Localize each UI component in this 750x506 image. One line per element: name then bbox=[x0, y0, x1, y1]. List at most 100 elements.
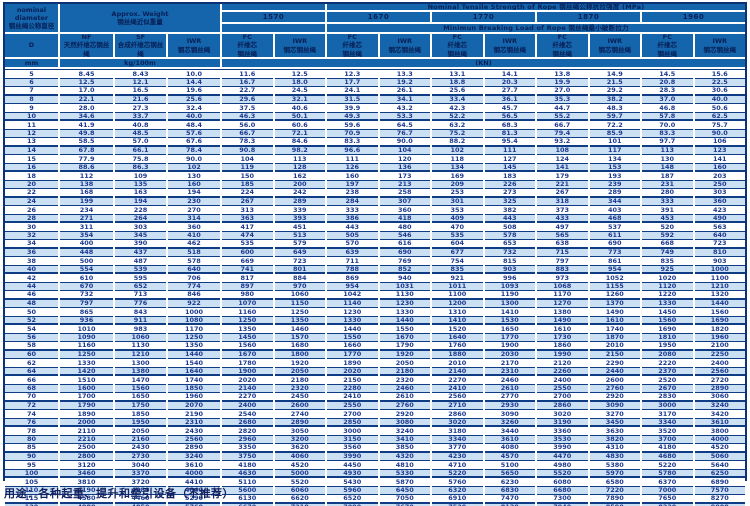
value-cell: 815 bbox=[484, 257, 535, 266]
value-cell: 8.45 bbox=[60, 70, 113, 79]
value-cell: 48.4 bbox=[168, 121, 220, 130]
strength-1770: 1770 bbox=[432, 12, 535, 22]
value-cell: 168 bbox=[60, 189, 113, 198]
value-cell: 58.5 bbox=[60, 138, 113, 147]
value-cell: 20.8 bbox=[642, 78, 693, 87]
value-cell: 93.2 bbox=[537, 138, 588, 147]
value-cell: 797 bbox=[537, 257, 588, 266]
value-cell: 148 bbox=[642, 163, 693, 172]
value-cell: 1760 bbox=[432, 342, 483, 351]
value-cell: 563 bbox=[694, 223, 745, 232]
value-cell: 1780 bbox=[222, 359, 273, 368]
strength-1670: 1670 bbox=[327, 12, 430, 22]
value-cell: 1410 bbox=[432, 316, 483, 325]
value-cell: 3000 bbox=[327, 427, 378, 436]
core-subheader: IWR 钢芯钢丝绳 bbox=[379, 34, 430, 57]
value-cell: 37.5 bbox=[222, 104, 273, 113]
value-cell: 754 bbox=[432, 257, 483, 266]
value-cell: 104 bbox=[379, 146, 430, 155]
value-cell: 141 bbox=[694, 155, 745, 164]
value-cell: 3050 bbox=[274, 427, 325, 436]
value-cell: 565 bbox=[537, 231, 588, 240]
value-cell: 2450 bbox=[274, 393, 325, 402]
value-cell: 5110 bbox=[222, 478, 273, 487]
value-cell: 1270 bbox=[537, 299, 588, 308]
value-cell: 1520 bbox=[432, 325, 483, 334]
value-cell: 2600 bbox=[589, 376, 640, 385]
value-cell: 5870 bbox=[379, 478, 430, 487]
value-cell: 869 bbox=[327, 274, 378, 283]
value-cell: 1610 bbox=[589, 316, 640, 325]
value-cell: 535 bbox=[222, 240, 273, 249]
value-cell: 124 bbox=[537, 155, 588, 164]
value-cell: 57.6 bbox=[168, 129, 220, 138]
value-cell: 16.7 bbox=[222, 78, 273, 87]
value-cell: 28.3 bbox=[642, 87, 693, 96]
value-cell: 7000 bbox=[642, 486, 693, 495]
value-cell: 26.1 bbox=[379, 87, 430, 96]
diameter-cell: 120 bbox=[5, 503, 58, 506]
value-cell: 1020 bbox=[642, 274, 693, 283]
value-cell: 3700 bbox=[642, 435, 693, 444]
value-cell: 113 bbox=[274, 155, 325, 164]
value-cell: 32.1 bbox=[274, 95, 325, 104]
value-cell: 4840 bbox=[168, 486, 220, 495]
value-cell: 508 bbox=[484, 223, 535, 232]
value-cell: 253 bbox=[432, 189, 483, 198]
value-cell: 1011 bbox=[432, 282, 483, 291]
value-cell: 6670 bbox=[222, 503, 273, 506]
value-cell: 150 bbox=[222, 172, 273, 181]
value-cell: 4000 bbox=[694, 435, 745, 444]
value-cell: 1920 bbox=[274, 359, 325, 368]
value-cell: 12.1 bbox=[115, 78, 166, 87]
value-cell: 1890 bbox=[60, 410, 113, 419]
strength-1960: 1960 bbox=[642, 12, 745, 22]
value-cell: 5520 bbox=[274, 478, 325, 487]
core-subheader: IWR 钢芯钢丝绳 bbox=[694, 34, 745, 57]
value-cell: 2000 bbox=[60, 418, 113, 427]
diameter-cell: 15 bbox=[5, 155, 58, 164]
weight-subheader: IWR 钢芯钢丝绳 bbox=[168, 34, 220, 57]
value-cell: 2050 bbox=[379, 359, 430, 368]
value-cell: 723 bbox=[694, 240, 745, 249]
value-cell: 50.1 bbox=[274, 112, 325, 121]
d-symbol-header: D bbox=[5, 34, 58, 57]
value-cell: 14.9 bbox=[589, 70, 640, 79]
value-cell: 537 bbox=[589, 223, 640, 232]
value-cell: 2830 bbox=[642, 393, 693, 402]
value-cell: 86.3 bbox=[115, 163, 166, 172]
value-cell: 2320 bbox=[379, 376, 430, 385]
value-cell: 1650 bbox=[484, 325, 535, 334]
value-cell: 1490 bbox=[589, 308, 640, 317]
value-cell: 119 bbox=[222, 163, 273, 172]
value-cell: 6130 bbox=[222, 495, 273, 504]
value-cell: 1820 bbox=[694, 325, 745, 334]
wire-rope-spec-table: nominal diameter 钢丝绳公称直径 Approx. Weight … bbox=[3, 2, 747, 506]
value-cell: 17.7 bbox=[327, 78, 378, 87]
value-cell: 22.7 bbox=[222, 87, 273, 96]
value-cell: 55.2 bbox=[537, 112, 588, 121]
value-cell: 1560 bbox=[642, 316, 693, 325]
value-cell: 101 bbox=[589, 138, 640, 147]
value-cell: 33.4 bbox=[432, 95, 483, 104]
value-cell: 810 bbox=[694, 248, 745, 257]
value-cell: 1770 bbox=[327, 350, 378, 359]
diameter-cell: 78 bbox=[5, 427, 58, 436]
value-cell: 13.3 bbox=[379, 70, 430, 79]
value-cell: 769 bbox=[379, 257, 430, 266]
value-cell: 85.9 bbox=[589, 129, 640, 138]
value-cell: 2740 bbox=[274, 410, 325, 419]
weight-subheader: NF 天然纤维芯钢丝 绳 bbox=[60, 34, 113, 57]
value-cell: 1250 bbox=[60, 350, 113, 359]
value-cell: 106 bbox=[694, 138, 745, 147]
value-cell: 2400 bbox=[537, 376, 588, 385]
value-cell: 490 bbox=[694, 214, 745, 223]
value-cell: 4980 bbox=[60, 503, 113, 506]
diameter-cell: 18 bbox=[5, 172, 58, 181]
value-cell: 1160 bbox=[222, 308, 273, 317]
value-cell: 108 bbox=[537, 146, 588, 155]
diameter-cell: 105 bbox=[5, 478, 58, 487]
value-cell: 5520 bbox=[537, 469, 588, 478]
value-cell: 88.6 bbox=[60, 163, 113, 172]
value-cell: 67.6 bbox=[168, 138, 220, 147]
